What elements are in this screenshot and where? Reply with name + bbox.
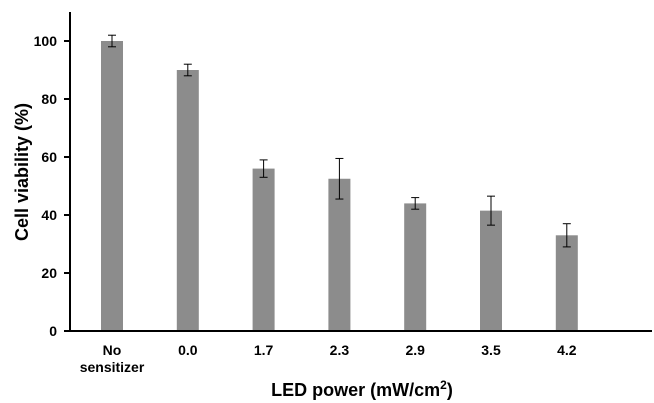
bars-group (101, 41, 578, 331)
bar (404, 203, 427, 331)
y-tick-label: 40 (41, 207, 57, 223)
bar (252, 168, 275, 331)
bar (555, 235, 578, 331)
y-tick-label: 20 (41, 265, 57, 281)
y-tick-label: 80 (41, 91, 57, 107)
bar (176, 70, 199, 331)
x-ticks-group: No sensitizer 0.0 1.7 2.3 2.9 3.5 4.2 (80, 342, 577, 375)
y-tick-label: 0 (49, 323, 57, 339)
x-tick-label-line: 0.0 (178, 342, 198, 358)
bar (101, 41, 123, 331)
y-ticks-group: 0 20 40 60 80 100 (34, 33, 70, 339)
x-tick-label-line: 3.5 (481, 342, 501, 358)
x-tick-label: 1.7 (254, 342, 274, 358)
bar (328, 178, 351, 331)
x-tick-label: No sensitizer (80, 342, 145, 375)
x-tick-label-line: No (103, 342, 122, 358)
x-tick-label-line: sensitizer (80, 359, 145, 375)
x-tick-label-line: 1.7 (254, 342, 274, 358)
x-tick-label-line: 4.2 (557, 342, 577, 358)
x-tick-label: 4.2 (557, 342, 577, 358)
y-axis-title: Cell viability (%) (12, 103, 32, 241)
x-axis-title-suffix: ) (447, 380, 453, 400)
x-tick-label-line: 2.9 (405, 342, 425, 358)
x-tick-label: 0.0 (178, 342, 198, 358)
x-tick-label: 2.9 (405, 342, 425, 358)
x-tick-label: 2.3 (330, 342, 350, 358)
error-bars-group (108, 34, 571, 248)
x-axis-title-superscript: 2 (440, 378, 447, 392)
x-tick-label-line: 2.3 (330, 342, 350, 358)
x-tick-label: 3.5 (481, 342, 501, 358)
y-tick-label: 60 (41, 149, 57, 165)
y-tick-label: 100 (34, 33, 58, 49)
bar (480, 210, 502, 331)
x-axis-title-main: LED power (mW/cm (271, 380, 440, 400)
x-axis-title: LED power (mW/cm2) (271, 378, 453, 400)
